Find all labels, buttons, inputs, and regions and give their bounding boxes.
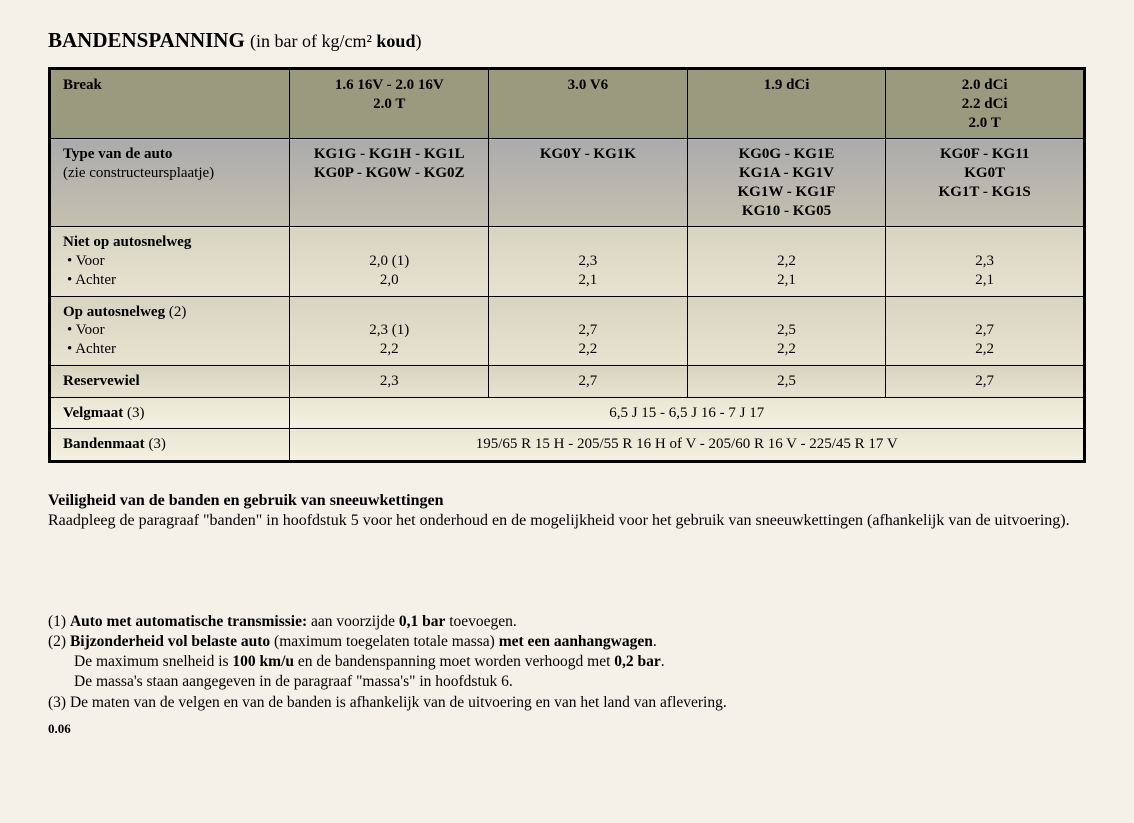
type-col-1: KG0Y - KG1K: [489, 139, 688, 227]
row-label: Velgmaat (3): [50, 397, 290, 429]
bandenmaat-value: 195/65 R 15 H - 205/55 R 16 H of V - 205…: [290, 429, 1085, 462]
header-col-2: 1.9 dCi: [687, 69, 886, 139]
type-col-2: KG0G - KG1EKG1A - KG1VKG1W - KG1FKG10 - …: [687, 139, 886, 227]
row-label: Reservewiel: [50, 365, 290, 397]
cell: 2,3 (1)2,2: [290, 296, 489, 365]
cell: 2,7: [886, 365, 1085, 397]
row-velgmaat: Velgmaat (3) 6,5 J 15 - 6,5 J 16 - 7 J 1…: [50, 397, 1085, 429]
page: BANDENSPANNING (in bar of kg/cm² koud) B…: [0, 0, 1134, 823]
type-label: Type van de auto (zie constructeursplaat…: [50, 139, 290, 227]
cell: 2,3: [290, 365, 489, 397]
row-label: Bandenmaat (3): [50, 429, 290, 462]
cell: 2,52,2: [687, 296, 886, 365]
cell: 2,72,2: [886, 296, 1085, 365]
footnote-2: (2) Bijzonderheid vol belaste auto (maxi…: [48, 632, 1086, 652]
table-type-row: Type van de auto (zie constructeursplaat…: [50, 139, 1085, 227]
cell: 2,5: [687, 365, 886, 397]
type-col-3: KG0F - KG11KG0TKG1T - KG1S: [886, 139, 1085, 227]
header-col-3: 2.0 dCi2.2 dCi2.0 T: [886, 69, 1085, 139]
page-title: BANDENSPANNING (in bar of kg/cm² koud): [48, 28, 1086, 53]
row-label: Op autosnelweg (2) • Voor • Achter: [50, 296, 290, 365]
title-main: BANDENSPANNING: [48, 28, 245, 52]
header-col-1: 3.0 V6: [489, 69, 688, 139]
footnote-3: (3) De maten van de velgen en van de ban…: [48, 693, 1086, 713]
footnotes: (1) Auto met automatische transmissie: a…: [48, 612, 1086, 713]
pressure-table: Break 1.6 16V - 2.0 16V2.0 T 3.0 V6 1.9 …: [48, 67, 1086, 463]
cell: 2,72,2: [489, 296, 688, 365]
row-label: Niet op autosnelweg • Voor • Achter: [50, 227, 290, 296]
row-bandenmaat: Bandenmaat (3) 195/65 R 15 H - 205/55 R …: [50, 429, 1085, 462]
velgmaat-value: 6,5 J 15 - 6,5 J 16 - 7 J 17: [290, 397, 1085, 429]
type-col-0: KG1G - KG1H - KG1LKG0P - KG0W - KG0Z: [290, 139, 489, 227]
header-col-0: 1.6 16V - 2.0 16V2.0 T: [290, 69, 489, 139]
header-label: Break: [50, 69, 290, 139]
cell: 2,0 (1)2,0: [290, 227, 489, 296]
cell: 2,32,1: [489, 227, 688, 296]
footnote-2-line3: De massa's staan aangegeven in de paragr…: [48, 672, 1086, 692]
footnote-1: (1) Auto met automatische transmissie: a…: [48, 612, 1086, 632]
cell: 2,7: [489, 365, 688, 397]
title-sub: (in bar of kg/cm² koud): [250, 31, 421, 51]
page-number: 0.06: [48, 721, 1086, 737]
safety-block: Veiligheid van de banden en gebruik van …: [48, 491, 1086, 532]
table-header-row: Break 1.6 16V - 2.0 16V2.0 T 3.0 V6 1.9 …: [50, 69, 1085, 139]
row-niet-autosnelweg: Niet op autosnelweg • Voor • Achter 2,0 …: [50, 227, 1085, 296]
cell: 2,22,1: [687, 227, 886, 296]
footnote-2-line2: De maximum snelheid is 100 km/u en de ba…: [48, 652, 1086, 672]
safety-body: Raadpleeg de paragraaf "banden" in hoofd…: [48, 511, 1086, 531]
row-reservewiel: Reservewiel 2,3 2,7 2,5 2,7: [50, 365, 1085, 397]
safety-title: Veiligheid van de banden en gebruik van …: [48, 491, 1086, 511]
cell: 2,32,1: [886, 227, 1085, 296]
row-op-autosnelweg: Op autosnelweg (2) • Voor • Achter 2,3 (…: [50, 296, 1085, 365]
